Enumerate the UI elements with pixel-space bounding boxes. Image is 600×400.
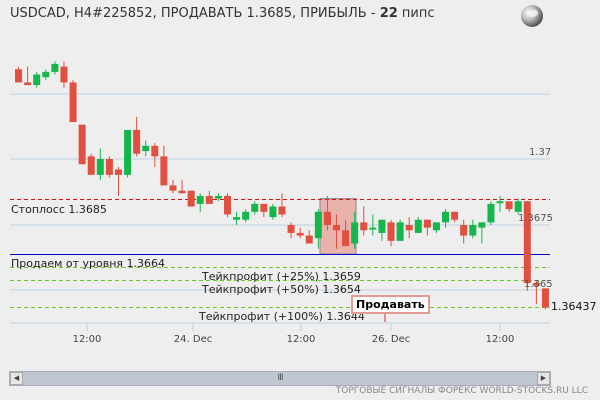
x-tick-label: 12:00 [72, 334, 102, 345]
y-tick-label: 1.365 [524, 279, 553, 290]
stoploss-label: Стоплосс 1.3685 [11, 203, 107, 216]
x-tick-label: 26. Dec [371, 334, 411, 345]
scroll-left-button[interactable]: ◀ [10, 372, 23, 385]
x-tick-label: 12:00 [286, 334, 316, 345]
x-tick-label: 24. Dec [173, 334, 213, 345]
globe-icon[interactable] [521, 5, 543, 27]
x-tick-label: 12:00 [485, 334, 515, 345]
takeprofit-25-label: Тейкпрофит (+25%) 1.3659 [202, 270, 361, 283]
chart-title: USDCAD, H4#225852, ПРОДАВАТЬ 1.3685, ПРИ… [10, 6, 435, 21]
sell-from-label: Продаем от уровня 1.3664 [11, 257, 166, 270]
scroll-grip-handle[interactable]: III [277, 373, 284, 383]
sell-signal-tag[interactable]: Продавать [351, 295, 430, 314]
horizontal-scrollbar[interactable]: ◀ III ▶ [9, 371, 551, 386]
y-tick-label: 1.37 [529, 147, 552, 158]
y-tick-label: 1.3675 [518, 213, 553, 224]
footer-copyright: ТОРГОВЫЕ СИГНАЛЫ ФОРЕКС WORLD-STOCKS.RU … [335, 386, 588, 396]
takeprofit-100-label: Тейкпрофит (+100%) 1.3644 [199, 310, 365, 323]
takeprofit-50-label: Тейкпрофит (+50%) 1.3654 [202, 283, 361, 296]
last-price-label: 1.36437 [551, 300, 597, 313]
scroll-right-button[interactable]: ▶ [537, 372, 550, 385]
